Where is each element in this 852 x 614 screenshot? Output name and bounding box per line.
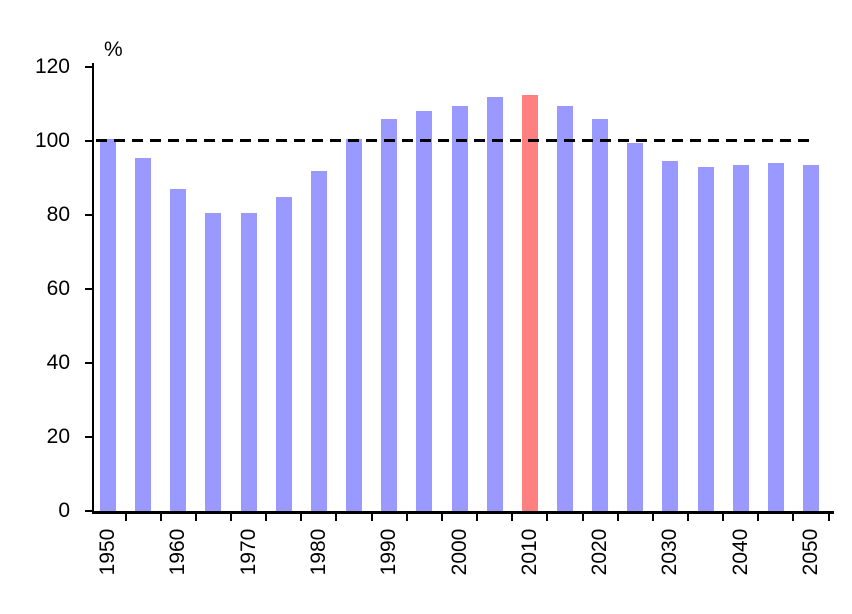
x-tick-12 [546, 514, 549, 521]
y-tick-40 [85, 362, 93, 364]
x-tick-label-2030: 2030 [658, 528, 682, 576]
x-tick-3 [230, 514, 233, 521]
y-tick-label-0: 0 [58, 499, 70, 522]
x-tick-label-2000: 2000 [447, 528, 471, 576]
bar-1985 [346, 139, 363, 511]
bar-2035 [697, 166, 714, 511]
x-tick-5 [300, 514, 303, 521]
bar-1990 [381, 118, 398, 511]
x-tick-label-2040: 2040 [728, 528, 752, 576]
bar-1960 [170, 189, 187, 511]
x-tick-17 [722, 514, 725, 521]
x-tick-label-1950: 1950 [96, 528, 119, 576]
bar-1970 [240, 213, 257, 511]
y-tick-label-40: 40 [46, 351, 70, 374]
bar-2025 [627, 142, 644, 511]
bar-2000 [451, 105, 468, 511]
bar-2040 [732, 165, 749, 511]
y-tick-80 [85, 214, 93, 216]
bar-1995 [416, 111, 433, 511]
bar-2050 [803, 165, 819, 511]
y-tick-label-60: 60 [46, 277, 70, 300]
y-tick-60 [85, 288, 93, 290]
x-tick-label-1990: 1990 [377, 528, 401, 576]
x-tick-14 [616, 514, 619, 521]
x-tick-16 [686, 514, 689, 521]
x-axis-line [92, 511, 834, 514]
x-tick-1 [159, 514, 162, 521]
bar-2005 [486, 96, 503, 511]
y-tick-label-80: 80 [46, 203, 70, 226]
x-tick-9 [440, 514, 443, 521]
x-tick-11 [511, 514, 514, 521]
x-tick-20 [827, 514, 830, 521]
x-tick-7 [370, 514, 373, 521]
x-tick-label-2050: 2050 [799, 528, 822, 576]
bar-2020 [592, 118, 609, 511]
y-axis-unit-label: % [104, 38, 123, 61]
x-tick-2 [194, 514, 197, 521]
bar-2010 [521, 94, 538, 511]
x-tick-label-2020: 2020 [588, 528, 612, 576]
bar-2030 [662, 161, 679, 511]
x-tick-0 [124, 514, 127, 521]
x-tick-19 [792, 514, 795, 521]
bar-1965 [205, 213, 222, 511]
x-tick-15 [651, 514, 654, 521]
y-tick-120 [85, 66, 93, 68]
x-tick-label-1970: 1970 [236, 528, 260, 576]
y-tick-20 [85, 436, 93, 438]
bar-1955 [135, 157, 152, 511]
y-tick-label-20: 20 [46, 425, 70, 448]
y-axis-line [92, 63, 94, 514]
bar-2045 [767, 163, 784, 511]
x-tick-6 [335, 514, 338, 521]
bar-1980 [310, 170, 327, 511]
bar-2015 [556, 105, 573, 511]
reference-line-100pct [96, 139, 812, 142]
x-tick-8 [405, 514, 408, 521]
y-tick-label-100: 100 [34, 129, 70, 152]
x-tick-4 [265, 514, 268, 521]
x-tick-13 [581, 514, 584, 521]
y-tick-0 [85, 510, 93, 512]
x-tick-label-2010: 2010 [517, 528, 541, 576]
bar-1950 [100, 139, 116, 511]
bar-1975 [275, 196, 292, 511]
x-tick-18 [757, 514, 760, 521]
y-tick-label-120: 120 [34, 55, 70, 78]
x-tick-label-1980: 1980 [306, 528, 330, 576]
x-tick-10 [476, 514, 479, 521]
x-tick-label-1960: 1960 [166, 528, 190, 576]
y-tick-100 [85, 140, 93, 142]
